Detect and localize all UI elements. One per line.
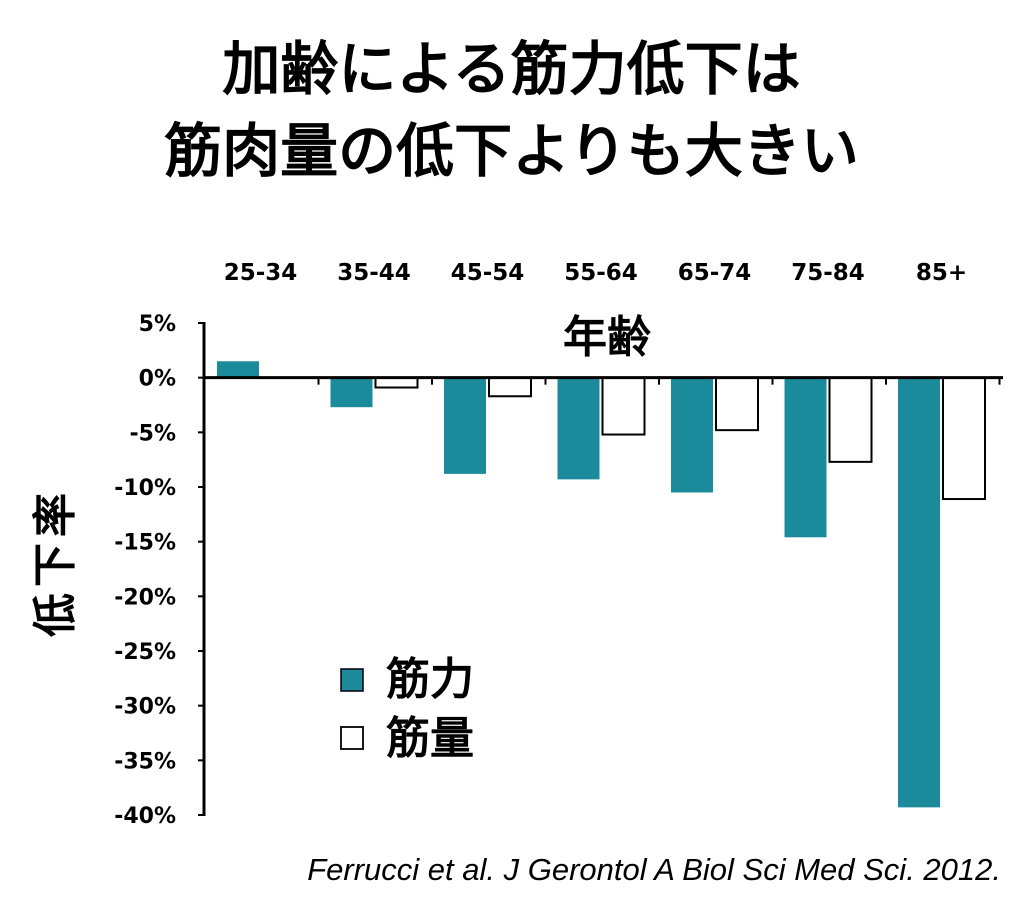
y-tick-label: -30% <box>114 695 176 720</box>
bar-strength <box>444 377 486 474</box>
y-tick-label: -5% <box>130 421 176 446</box>
bars <box>217 361 986 808</box>
category-label: 55-64 <box>564 260 638 286</box>
y-axis-ticks: 5% 0% -5% -10% -15% -20% -25% -30% -35% -40% <box>114 312 204 829</box>
y-tick-label: 0% <box>139 367 176 392</box>
category-label: 75-84 <box>791 260 865 286</box>
axes <box>202 322 1003 816</box>
y-tick-label: -15% <box>114 531 176 556</box>
y-axis-title: 低下率 <box>30 487 81 637</box>
y-tick-label: -35% <box>114 749 176 774</box>
chart-title-line-2: 筋肉量の低下よりも大きい <box>164 117 859 185</box>
y-tick-label: -10% <box>114 476 176 501</box>
bar-strength <box>784 377 827 538</box>
legend: 筋力 筋量 <box>340 654 474 764</box>
y-tick-label: -25% <box>114 640 176 665</box>
legend-swatch-mass <box>340 726 364 750</box>
bar-strength <box>671 377 713 493</box>
bar-mass <box>715 376 759 432</box>
bar-mass <box>488 376 532 398</box>
bar-mass <box>828 376 873 463</box>
bar-strength <box>217 361 259 378</box>
chart-title-line-1: 加齢による筋力低下は <box>222 35 801 103</box>
legend-label-mass: 筋量 <box>386 713 474 764</box>
y-tick-label: -20% <box>114 585 176 610</box>
y-tick-label: 5% <box>139 312 176 337</box>
category-label: 25-34 <box>224 260 298 286</box>
bar-strength <box>557 377 600 480</box>
legend-label-strength: 筋力 <box>386 654 474 705</box>
category-label: 65-74 <box>678 260 752 286</box>
bar-strength <box>898 377 940 808</box>
legend-swatch-strength <box>340 668 364 692</box>
y-tick-label: -40% <box>114 804 176 829</box>
x-axis-title: 年齢 <box>563 312 651 363</box>
category-label: 45-54 <box>451 260 525 286</box>
category-label: 85+ <box>916 260 967 286</box>
category-labels: 25-34 35-44 45-54 55-64 65-74 75-84 85+ <box>224 260 967 286</box>
bar-mass <box>601 376 646 436</box>
bar-mass <box>942 376 986 501</box>
citation: Ferrucci et al. J Gerontol A Biol Sci Me… <box>307 852 1001 887</box>
category-label: 35-44 <box>337 260 411 286</box>
bar-strength <box>330 377 373 408</box>
